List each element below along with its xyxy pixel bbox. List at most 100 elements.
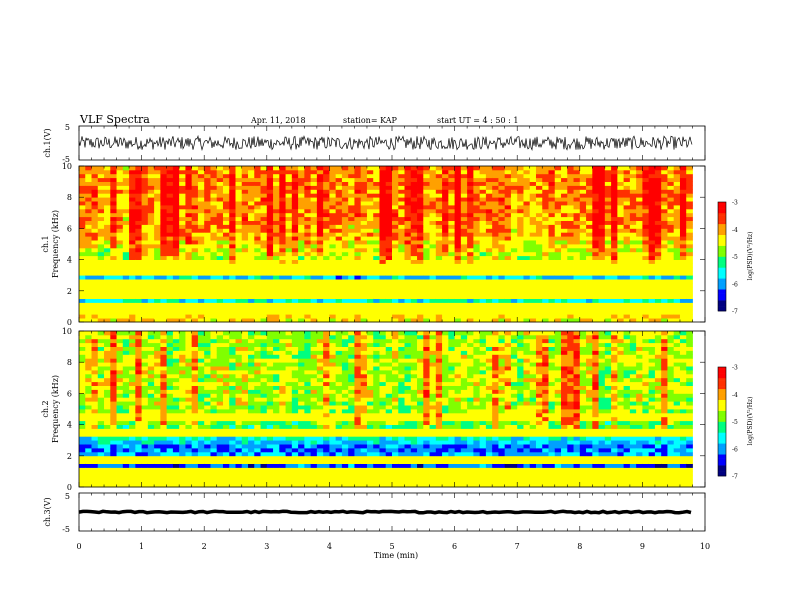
spectrogram-cell	[154, 181, 161, 186]
spectrogram-cell	[116, 440, 124, 445]
spectrogram-cell	[366, 177, 374, 182]
spectrogram-cell	[542, 259, 549, 264]
spectrogram-cell	[429, 169, 437, 175]
spectrogram-cell	[636, 173, 643, 179]
spectrogram-cell	[210, 208, 218, 214]
spectrogram-cell	[154, 483, 161, 488]
spectrogram-cell	[673, 236, 681, 241]
spectrogram-cell	[97, 338, 105, 344]
spectrogram-cell	[197, 428, 205, 433]
spectrogram-cell	[329, 294, 337, 299]
spectrogram-cell	[248, 259, 255, 264]
spectrogram-cell	[316, 263, 324, 268]
spectrogram-cell	[617, 298, 625, 303]
spectrogram-cell	[104, 342, 111, 347]
spectrogram-cell	[623, 173, 631, 179]
spectrogram-cell	[79, 405, 86, 410]
spectrogram-cell	[273, 220, 280, 225]
spectrogram-cell	[129, 373, 136, 379]
spectrogram-cell	[122, 298, 130, 303]
spectrogram-cell	[510, 228, 518, 233]
spectrogram-cell	[335, 205, 343, 210]
spectrogram-cell	[166, 467, 174, 472]
spectrogram-cell	[179, 306, 186, 311]
spectrogram-cell	[129, 181, 136, 186]
spectrogram-cell	[160, 467, 168, 472]
spectrogram-cell	[410, 208, 418, 214]
spectrogram-cell	[686, 240, 693, 245]
spectrogram-cell	[85, 197, 92, 202]
spectrogram-cell	[166, 448, 174, 453]
spectrogram-cell	[260, 318, 268, 323]
spectrogram-cell	[160, 220, 168, 225]
spectrogram-cell	[636, 166, 643, 171]
spectrogram-cell	[567, 185, 574, 190]
spectrogram-cell	[448, 251, 455, 257]
spectrogram-cell	[592, 263, 599, 268]
spectrogram-cell	[460, 314, 468, 319]
spectrogram-cell	[97, 354, 105, 359]
spectrogram-cell	[323, 259, 330, 264]
spectrogram-cell	[116, 166, 124, 171]
spectrogram-cell	[222, 416, 230, 422]
spectrogram-cell	[686, 247, 693, 253]
spectrogram-cell	[617, 279, 625, 284]
spectrogram-cell	[204, 294, 211, 299]
spectrogram-cell	[216, 208, 224, 214]
spectrogram-cell	[654, 275, 662, 280]
spectrogram-cell	[661, 216, 668, 221]
spectrogram-cell	[629, 290, 637, 296]
spectrogram-cell	[147, 401, 155, 406]
spectrogram-cell	[141, 358, 149, 363]
spectrogram-cell	[304, 255, 312, 260]
spectrogram-cell	[116, 290, 124, 296]
spectrogram-cell	[611, 244, 618, 249]
spectrogram-cell	[166, 201, 174, 206]
spectrogram-cell	[129, 381, 136, 386]
spectrogram-cell	[97, 247, 105, 253]
spectrogram-cell	[222, 197, 230, 202]
spectrogram-cell	[191, 236, 199, 241]
spectrogram-cell	[122, 224, 130, 229]
spectrogram-cell	[517, 173, 524, 179]
spectrogram-cell	[392, 251, 399, 257]
spectrogram-cell	[197, 251, 205, 257]
spectrogram-cell	[523, 220, 531, 225]
spectrogram-cell	[222, 294, 230, 299]
spectrogram-cell	[629, 255, 637, 260]
spectrogram-cell	[392, 290, 399, 296]
spectrogram-cell	[492, 228, 499, 233]
spectrogram-cell	[216, 459, 224, 464]
spectrogram-cell	[654, 279, 662, 284]
spectrogram-cell	[147, 169, 155, 175]
spectrogram-cell	[91, 354, 99, 359]
spectrogram-cell	[104, 405, 111, 410]
spectrogram-cell	[335, 263, 343, 268]
spectrogram-cell	[210, 173, 218, 179]
spectrogram-cell	[304, 283, 312, 288]
spectrogram-cell	[392, 220, 399, 225]
spectrogram-cell	[104, 451, 111, 457]
spectrogram-cell	[229, 483, 236, 488]
spectrogram-cell	[116, 448, 124, 453]
spectrogram-cell	[166, 428, 174, 433]
spectrogram-cell	[129, 263, 136, 268]
spectrogram-cell	[385, 240, 393, 245]
spectrogram-cell	[473, 314, 481, 319]
spectrogram-cell	[222, 479, 230, 484]
spectrogram-cell	[323, 283, 330, 288]
spectrogram-cell	[561, 286, 568, 292]
spectrogram-cell	[129, 424, 136, 429]
spectrogram-cell	[379, 267, 387, 272]
spectrogram-cell	[222, 405, 230, 410]
spectrogram-cell	[241, 294, 249, 299]
spectrogram-cell	[642, 189, 650, 194]
spectrogram-cell	[85, 334, 92, 340]
spectrogram-cell	[172, 444, 180, 449]
spectrogram-cell	[567, 181, 574, 186]
spectrogram-cell	[116, 314, 124, 319]
spectrogram-cell	[222, 169, 230, 175]
spectrogram-cell	[285, 302, 293, 307]
spectrogram-cell	[179, 385, 186, 390]
spectrogram-cell	[548, 166, 556, 171]
